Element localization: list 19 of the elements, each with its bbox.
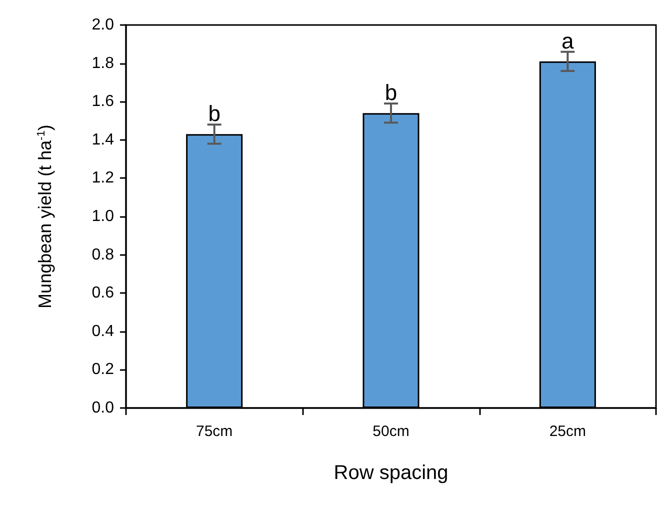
y-tick-label: 0.2 <box>92 361 114 378</box>
y-axis-title: Mungbean yield (t ha-1) <box>35 124 55 308</box>
y-tick-label: 2.0 <box>92 16 114 34</box>
x-axis-title: Row spacing <box>334 462 448 484</box>
y-tick-label: 0.8 <box>92 246 114 264</box>
y-tick-label: 1.0 <box>92 208 114 225</box>
y-tick-label: 1.4 <box>92 131 114 148</box>
y-tick-label: 1.2 <box>92 170 114 187</box>
y-tick-label: 1.8 <box>92 54 114 72</box>
y-tick-label: 0.0 <box>92 400 114 416</box>
x-tick-label: 50cm <box>372 423 410 440</box>
annotation: a <box>562 28 575 54</box>
x-tick-label: 75cm <box>196 423 233 440</box>
annotation: b <box>208 101 220 126</box>
annotation: b <box>384 80 398 106</box>
y-tick-label: 0.6 <box>92 284 114 302</box>
y-tick-label: 1.6 <box>92 93 114 110</box>
x-tick-label: 25cm <box>549 423 586 440</box>
y-tick-label: 0.4 <box>92 322 114 340</box>
